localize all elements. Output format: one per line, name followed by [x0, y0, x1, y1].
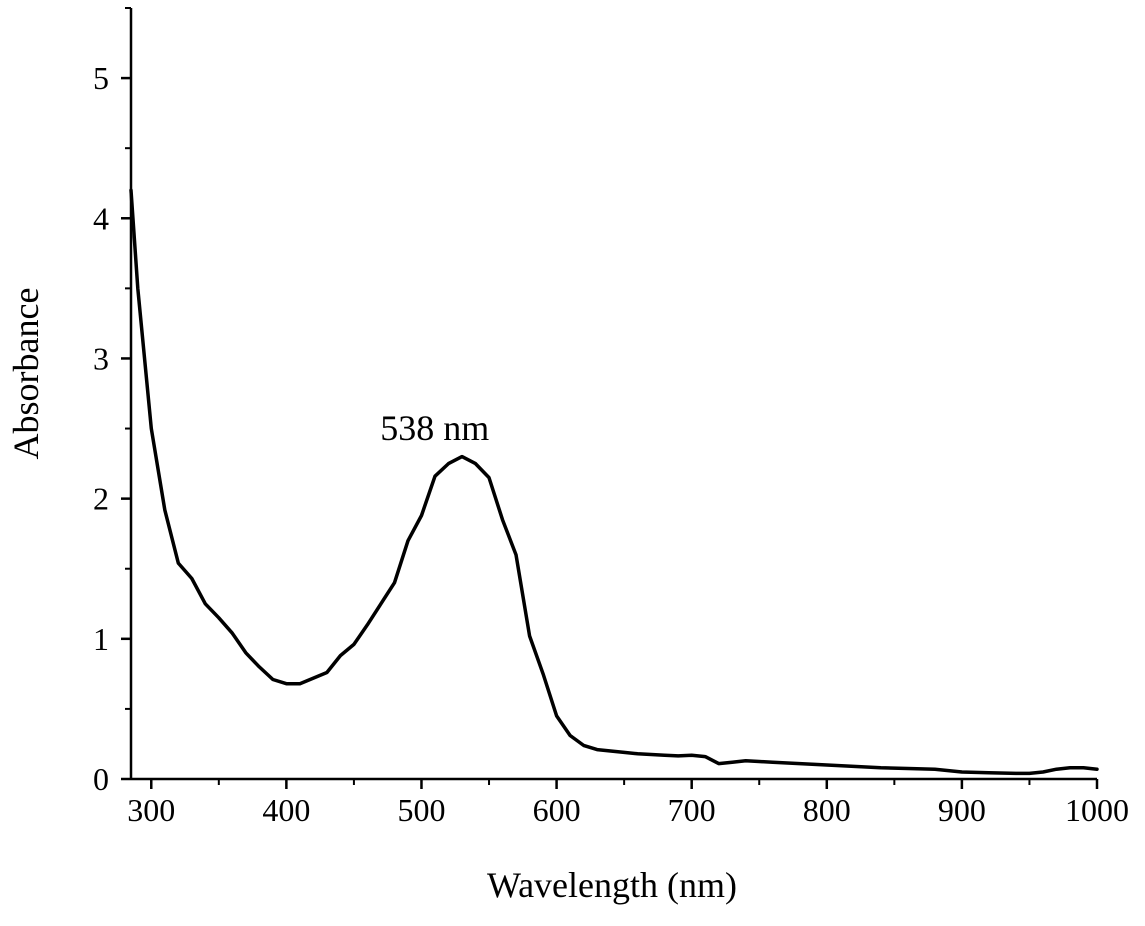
y-tick-label: 0	[93, 761, 109, 797]
y-tick-label: 4	[93, 200, 109, 236]
x-tick-label: 700	[668, 792, 716, 828]
x-tick-label: 500	[397, 792, 445, 828]
x-tick-label: 300	[127, 792, 175, 828]
tick-labels: 300 400 500 600 700 800 900 1000 0 1 2 3 4 5	[93, 60, 1129, 828]
y-tick-label: 1	[93, 621, 109, 657]
x-tick-label: 900	[938, 792, 986, 828]
y-axis-title: Absorbance	[6, 288, 46, 460]
x-tick-label: 800	[803, 792, 851, 828]
x-tick-label: 400	[262, 792, 310, 828]
axes	[129, 8, 1097, 781]
annotations: 538 nm	[380, 408, 489, 448]
x-axis-title: Wavelength (nm)	[487, 865, 737, 905]
ticks	[121, 7, 1099, 789]
y-tick-label: 2	[93, 481, 109, 517]
x-tick-label: 600	[533, 792, 581, 828]
y-tick-label: 3	[93, 340, 109, 376]
y-tick-label: 5	[93, 60, 109, 96]
absorbance-curve	[129, 188, 1099, 776]
x-tick-label: 1000	[1065, 792, 1129, 828]
peak-annotation: 538 nm	[380, 408, 489, 448]
